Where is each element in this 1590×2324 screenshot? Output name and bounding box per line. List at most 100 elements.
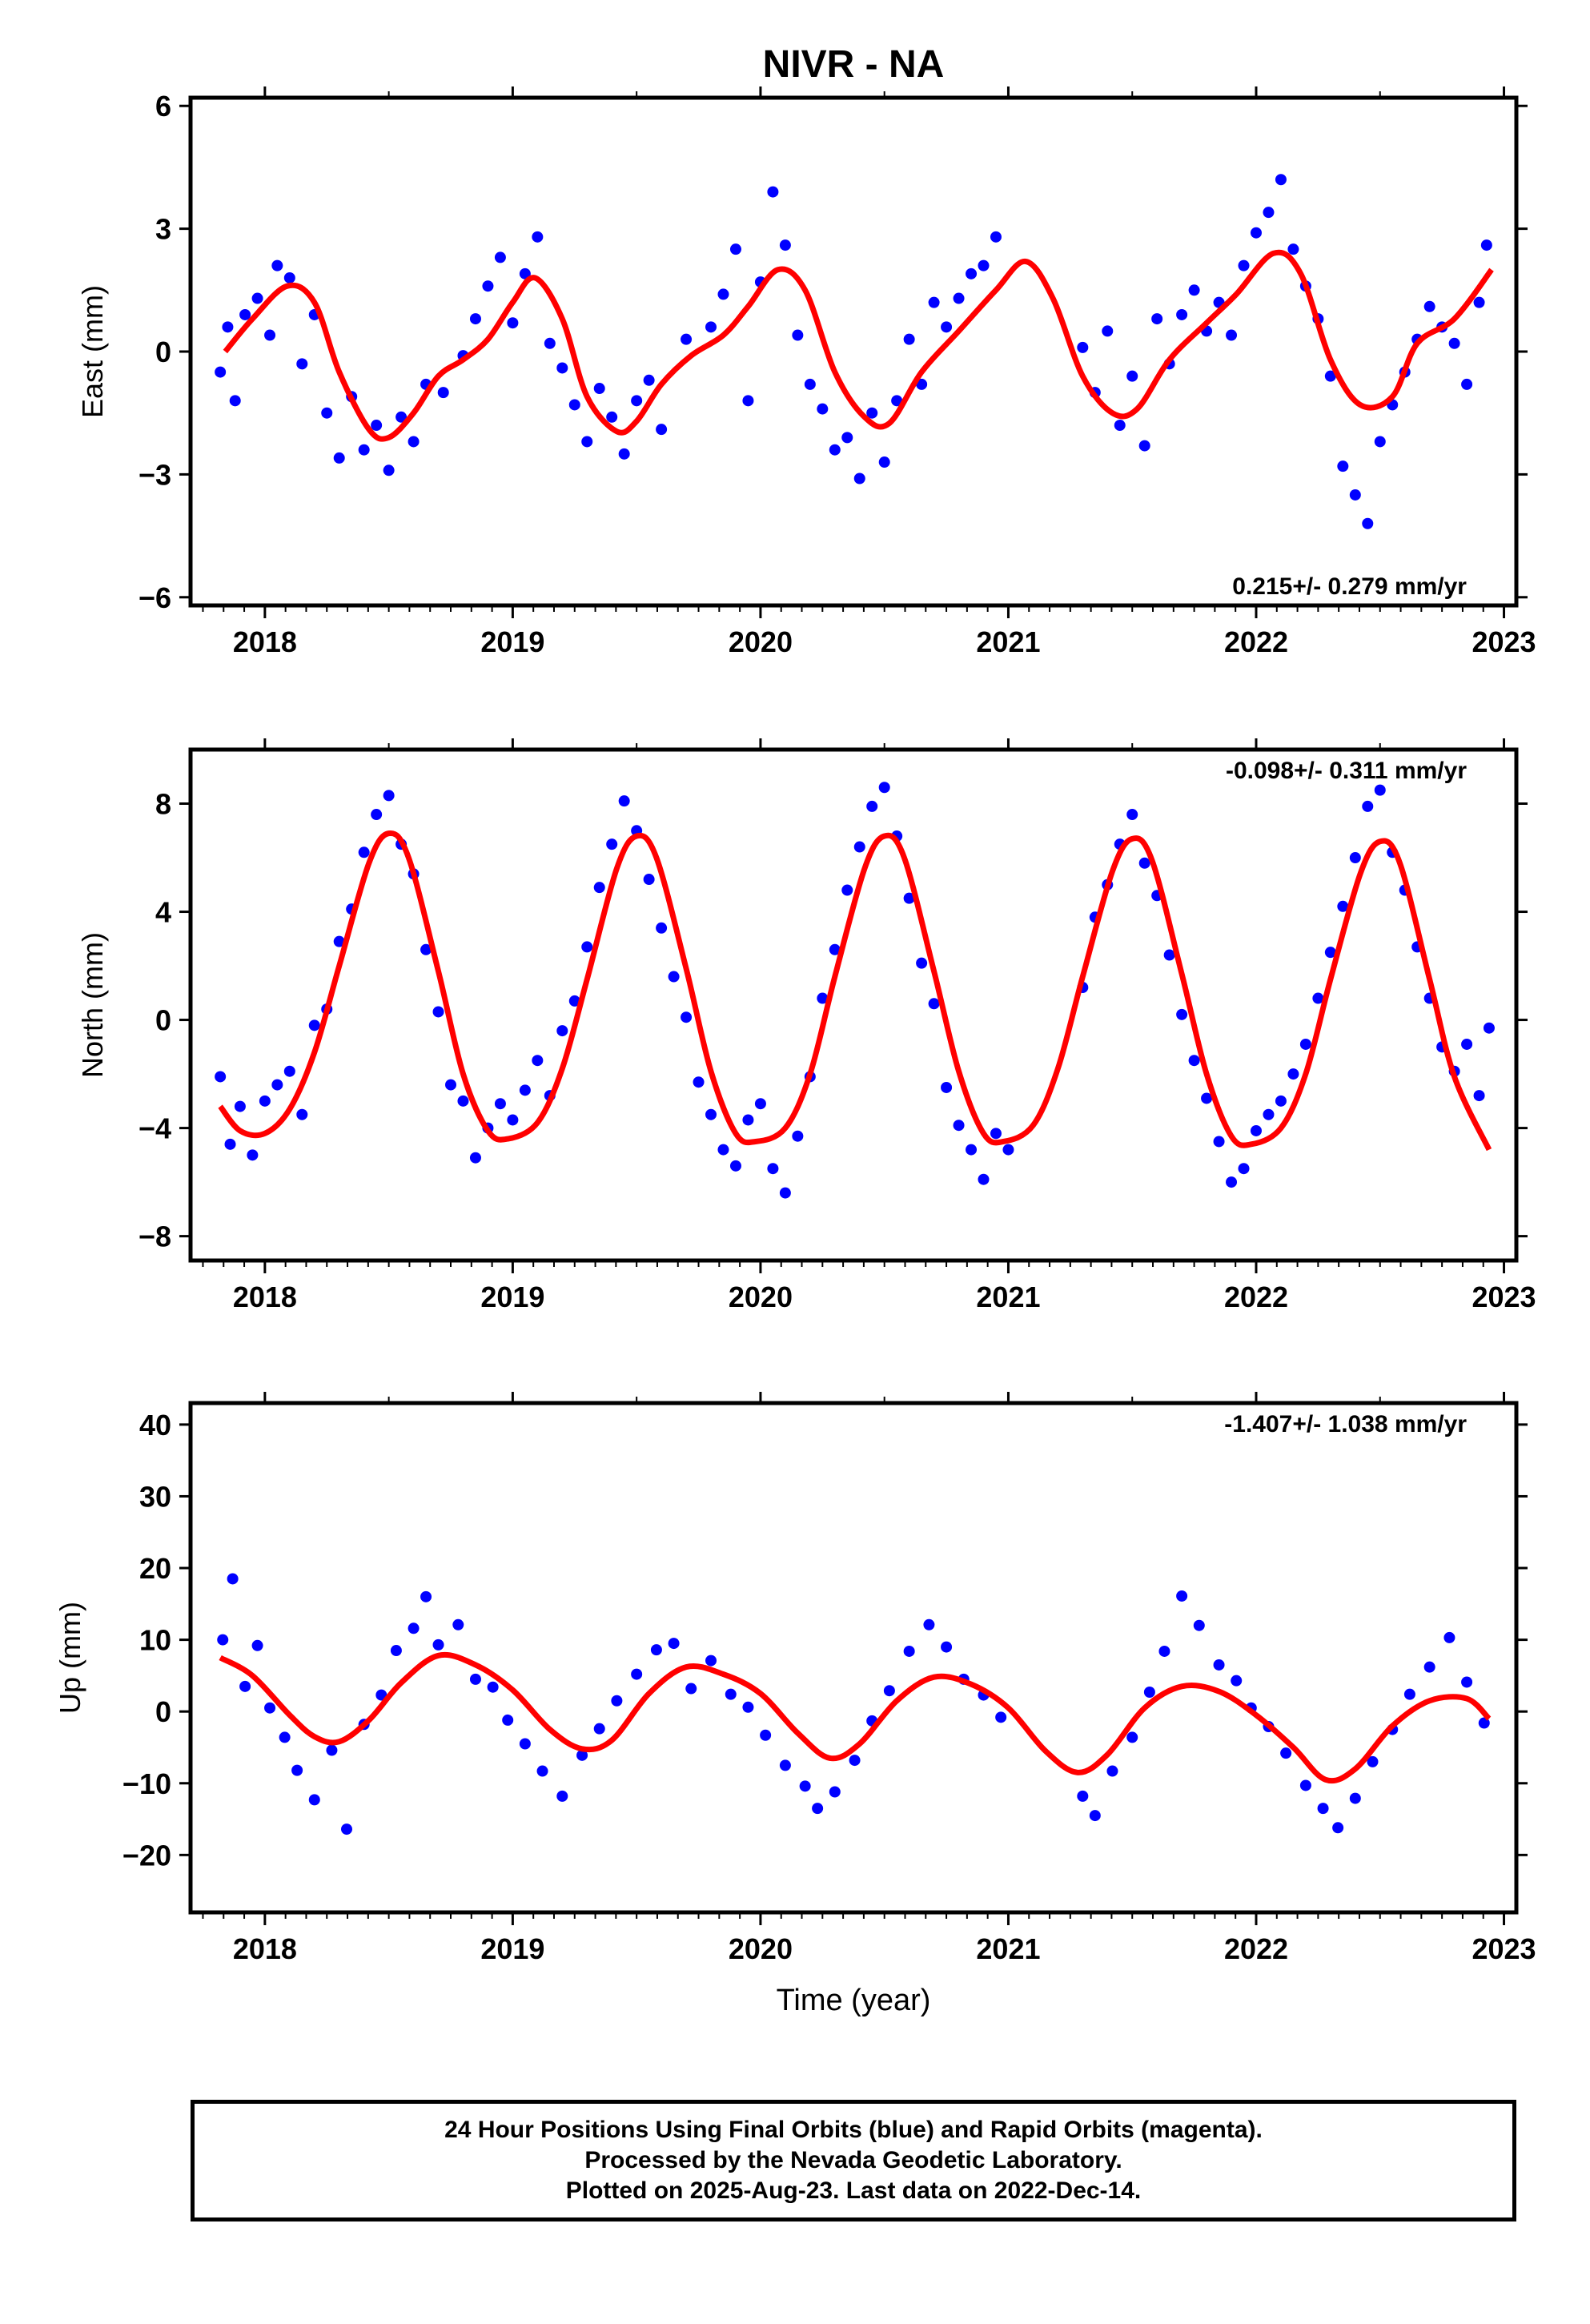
east-data-point (1473, 296, 1485, 308)
up-data-point (923, 1618, 935, 1630)
east-data-point (717, 288, 729, 300)
north-data-point (1138, 857, 1150, 869)
east-data-point (395, 411, 408, 423)
up-data-point (452, 1618, 464, 1630)
up-frame (188, 1401, 1519, 1915)
north-data-point (532, 1055, 544, 1067)
up-y-tick-label: 0 (155, 1695, 171, 1728)
up-data-point (849, 1755, 861, 1767)
east-data-point (631, 395, 643, 407)
up-data-point (502, 1714, 514, 1726)
east-data-point (853, 472, 865, 485)
east-data-point (1324, 370, 1336, 382)
up-y-tick-label: −10 (122, 1767, 171, 1800)
north-data-point (296, 1108, 308, 1120)
up-data-points (217, 1573, 1490, 1835)
north-data-point (928, 998, 940, 1010)
east-data-point (804, 378, 816, 390)
east-x-tick-label: 2022 (1224, 625, 1288, 658)
east-data-point (1138, 440, 1150, 452)
north-data-point (1238, 1163, 1250, 1175)
east-data-point (283, 271, 295, 283)
north-data-point (606, 838, 618, 850)
north-data-point (308, 1019, 320, 1031)
north-data-point (1213, 1136, 1225, 1148)
up-x-tick-label: 2020 (729, 1932, 793, 1965)
north-data-point (1176, 1008, 1188, 1020)
north-data-point (903, 892, 915, 904)
up-data-point (251, 1639, 263, 1651)
east-x-tick-label: 2021 (976, 625, 1040, 658)
north-data-point (1473, 1090, 1485, 1102)
north-data-point (853, 841, 865, 853)
east-data-point (371, 420, 383, 432)
up-data-point (1158, 1645, 1170, 1657)
up-data-point (1193, 1619, 1205, 1631)
east-data-point (1226, 329, 1238, 341)
north-data-point (271, 1079, 283, 1091)
east-data-point (878, 456, 890, 468)
east-data-point (264, 329, 276, 341)
up-data-point (1213, 1659, 1225, 1671)
north-data-point (978, 1173, 990, 1185)
up-data-point (685, 1683, 697, 1695)
footer-box: 24 Hour Positions Using Final Orbits (bl… (191, 2100, 1516, 2221)
north-data-point (568, 995, 580, 1007)
north-data-point (681, 1011, 693, 1023)
panel-north: 2018 2019 2020 2021 2022 2023 −8 −4 0 4 8 North (mm… (76, 738, 1536, 1313)
up-data-point (487, 1681, 499, 1693)
east-data-point (1114, 420, 1126, 432)
east-data-point (1275, 174, 1287, 186)
north-data-point (494, 1098, 506, 1110)
up-data-point (1349, 1792, 1361, 1804)
x-axis-label: Time (year) (777, 1984, 931, 2017)
up-data-point (1143, 1686, 1155, 1698)
east-data-point (215, 366, 227, 378)
north-data-point (729, 1160, 741, 1172)
north-model-line (218, 830, 1492, 1152)
up-data-point (1332, 1822, 1344, 1834)
up-y-tick-label: 20 (139, 1552, 171, 1585)
east-x-tick-label: 2019 (480, 625, 544, 658)
north-data-point (693, 1076, 705, 1088)
north-data-point (1126, 809, 1138, 821)
east-data-point (1126, 370, 1138, 382)
east-data-point (1263, 207, 1275, 219)
up-model-line (219, 1651, 1492, 1784)
east-data-point (222, 321, 234, 333)
east-data-point (1077, 341, 1089, 353)
up-data-point (1403, 1688, 1415, 1700)
north-data-point (878, 782, 890, 794)
up-data-point (829, 1786, 841, 1798)
north-data-point (581, 941, 593, 953)
up-y-tick-label: −20 (122, 1839, 171, 1872)
east-x-tick-label: 2023 (1472, 625, 1536, 658)
north-y-tick-label: −4 (139, 1112, 171, 1145)
east-data-point (1349, 489, 1361, 501)
north-data-point (742, 1114, 754, 1126)
north-x-tick-label: 2021 (976, 1281, 1040, 1313)
east-data-point (544, 337, 556, 349)
north-frame (188, 747, 1519, 1263)
up-data-point (390, 1645, 402, 1657)
east-data-point (1287, 243, 1299, 255)
east-data-point (990, 231, 1002, 243)
north-data-point (234, 1100, 246, 1112)
east-data-point (358, 444, 370, 456)
north-data-point (1299, 1038, 1311, 1050)
east-data-point (941, 321, 953, 333)
north-data-point (507, 1114, 519, 1126)
north-x-tick-label: 2023 (1472, 1281, 1536, 1313)
east-data-point (966, 267, 978, 279)
east-data-point (437, 387, 449, 399)
up-data-point (812, 1803, 824, 1815)
up-data-point (375, 1689, 387, 1701)
north-data-point (817, 992, 829, 1004)
north-data-point (371, 809, 383, 821)
east-data-point (1337, 460, 1349, 472)
north-y-axis-label: North (mm) (76, 932, 109, 1078)
east-y-tick-label: 6 (155, 90, 171, 123)
up-y-tick-label: 10 (139, 1624, 171, 1657)
up-data-point (883, 1685, 895, 1697)
up-data-point (408, 1622, 420, 1634)
